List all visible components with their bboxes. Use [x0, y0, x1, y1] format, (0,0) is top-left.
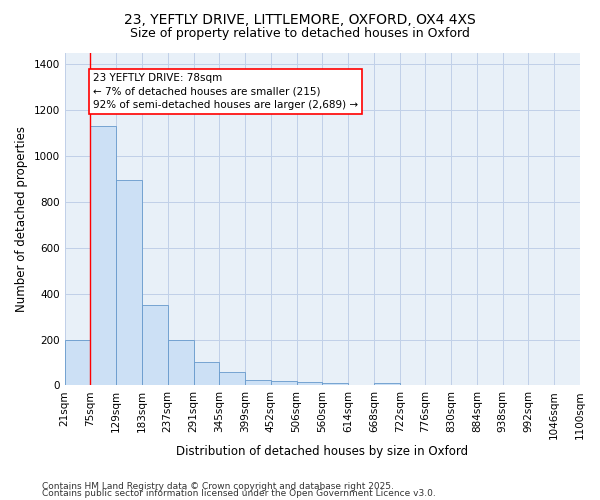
Text: 23, YEFTLY DRIVE, LITTLEMORE, OXFORD, OX4 4XS: 23, YEFTLY DRIVE, LITTLEMORE, OXFORD, OX…: [124, 12, 476, 26]
Bar: [193, 362, 219, 386]
Text: Contains HM Land Registry data © Crown copyright and database right 2025.: Contains HM Land Registry data © Crown c…: [42, 482, 394, 491]
Bar: [91, 126, 116, 386]
Bar: [168, 340, 193, 386]
Bar: [219, 372, 245, 386]
Bar: [142, 305, 168, 386]
Text: Contains public sector information licensed under the Open Government Licence v3: Contains public sector information licen…: [42, 489, 436, 498]
Text: Size of property relative to detached houses in Oxford: Size of property relative to detached ho…: [130, 28, 470, 40]
Text: 23 YEFTLY DRIVE: 78sqm
← 7% of detached houses are smaller (215)
92% of semi-det: 23 YEFTLY DRIVE: 78sqm ← 7% of detached …: [93, 73, 358, 110]
Bar: [374, 382, 400, 386]
Y-axis label: Number of detached properties: Number of detached properties: [15, 126, 28, 312]
X-axis label: Distribution of detached houses by size in Oxford: Distribution of detached houses by size …: [176, 444, 469, 458]
Bar: [65, 340, 91, 386]
Bar: [322, 383, 348, 386]
Bar: [116, 180, 142, 386]
Bar: [296, 382, 322, 386]
Bar: [271, 381, 296, 386]
Bar: [245, 380, 271, 386]
